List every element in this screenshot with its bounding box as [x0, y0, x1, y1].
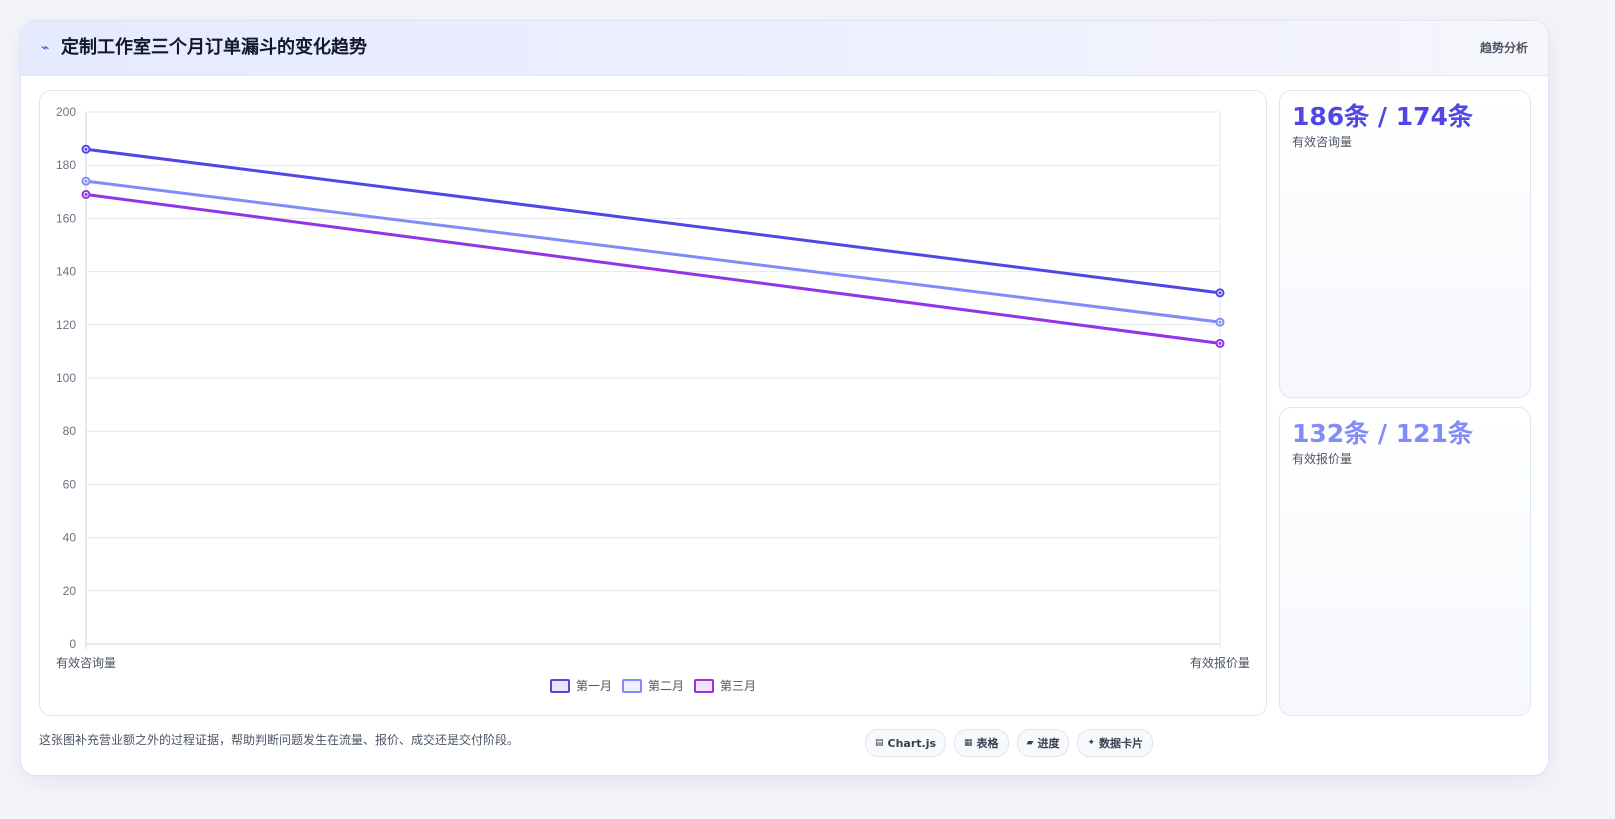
series-line [85, 147, 1221, 295]
series-line [85, 179, 1221, 324]
y-tick-label: 160 [56, 211, 76, 225]
data-point-core [1218, 320, 1222, 324]
y-tick-label: 140 [56, 265, 76, 279]
pill-table[interactable]: ▦ 表格 [954, 729, 1009, 757]
card-header: ⌁ 定制工作室三个月订单漏斗的变化趋势 趋势分析 [21, 21, 1548, 76]
stat-label: 有效咨询量 [1292, 135, 1353, 149]
dashboard-card: ⌁ 定制工作室三个月订单漏斗的变化趋势 趋势分析 0 20 40 60 80 100 120… [20, 20, 1549, 776]
pill-progress[interactable]: ▰ 进度 [1016, 729, 1070, 757]
legend-label: 第一月 [575, 679, 612, 693]
chart-icon: ▤ [875, 738, 884, 748]
y-tick-label: 20 [63, 584, 77, 598]
footnote-text: 这张图补充营业额之外的过程证据，帮助判断问题发生在流量、报价、成交还是交付阶段。 [39, 733, 520, 747]
legend-swatch [694, 679, 714, 693]
legend-swatch [549, 679, 570, 693]
data-point-core [1218, 341, 1222, 345]
progress-icon: ▰ [1026, 738, 1034, 748]
card-icon: ✦ [1087, 738, 1096, 748]
x-tick-label: 有效咨询量 [56, 655, 116, 670]
tool-pills: ▤ Chart.js ▦ 表格 ▰ 进度 ✦ 数据卡片 [865, 729, 1154, 757]
legend-swatch [621, 679, 642, 693]
y-tick-label: 0 [69, 637, 76, 651]
stat-value: 132条 / 121条 [1292, 419, 1473, 448]
line-chart: 0 20 40 60 80 100 120 140 160 180 200 有效咨询量 有效报价量 [56, 105, 1250, 670]
table-icon: ▦ [964, 738, 973, 748]
pill-data-card[interactable]: ✦ 数据卡片 [1077, 729, 1154, 757]
pill-label: Chart.js [887, 736, 937, 750]
legend-label: 第二月 [647, 679, 684, 693]
pill-label: 数据卡片 [1099, 737, 1144, 750]
legend-item[interactable]: 第二月 [621, 676, 684, 696]
data-point-core [84, 147, 88, 151]
data-point-core [1218, 291, 1222, 295]
pill-label: 表格 [976, 737, 999, 750]
y-tick-label: 200 [56, 105, 76, 119]
y-tick-label: 180 [56, 158, 76, 172]
legend-item[interactable]: 第一月 [549, 676, 612, 696]
trend-badge: 趋势分析 [1479, 41, 1528, 55]
chart-panel: 0 20 40 60 80 100 120 140 160 180 200 有效咨询量 有效报价量 第一… [39, 90, 1267, 716]
stat-value: 186条 / 174条 [1292, 102, 1473, 131]
y-tick-label: 40 [63, 531, 77, 545]
x-tick-label: 有效报价量 [1190, 655, 1250, 670]
y-tick-label: 80 [63, 424, 77, 438]
chart-legend: 第一月 第二月 第三月 [40, 676, 1266, 696]
series-line [85, 192, 1221, 345]
pill-label: 进度 [1037, 737, 1060, 750]
stat-card-quote: 132条 / 121条 有效报价量 [1279, 407, 1531, 716]
data-point-core [84, 179, 88, 183]
page-title: 定制工作室三个月订单漏斗的变化趋势 [61, 37, 367, 58]
chart-line-icon: ⌁ [41, 40, 50, 56]
stat-card-inquiry: 186条 / 174条 有效咨询量 [1279, 90, 1531, 398]
legend-label: 第三月 [720, 679, 757, 693]
pill-chartjs[interactable]: ▤ Chart.js [865, 729, 947, 757]
y-tick-label: 120 [56, 318, 76, 332]
legend-item[interactable]: 第三月 [694, 676, 756, 696]
y-tick-label: 60 [63, 477, 77, 491]
y-tick-label: 100 [56, 371, 76, 385]
data-point-core [84, 192, 88, 196]
stat-label: 有效报价量 [1292, 452, 1353, 466]
